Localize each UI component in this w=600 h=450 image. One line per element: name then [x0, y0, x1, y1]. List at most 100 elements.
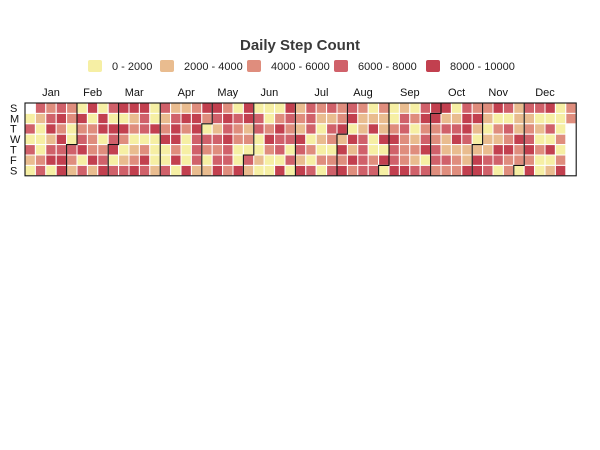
day-cell [159, 154, 172, 166]
day-cell [461, 154, 473, 166]
day-cell [523, 123, 536, 135]
day-cell [232, 154, 244, 166]
day-cell [222, 144, 234, 156]
day-cell [388, 123, 400, 135]
day-cell [346, 144, 359, 156]
day-cell [76, 102, 88, 114]
day-cell [398, 102, 411, 114]
day-cell [263, 102, 276, 114]
day-cell [357, 112, 369, 125]
day-cell [409, 112, 421, 125]
day-cell [305, 133, 317, 146]
day-cell [398, 123, 411, 135]
day-cell [211, 133, 224, 146]
day-cell [45, 144, 57, 156]
day-cell [544, 164, 556, 177]
day-cell [315, 154, 328, 166]
day-cell [128, 133, 140, 146]
day-cell [76, 123, 88, 135]
day-cell [357, 144, 369, 156]
day-cell [190, 144, 203, 156]
day-cell [471, 154, 484, 166]
month-boundary [107, 103, 120, 176]
day-cell [461, 102, 473, 114]
legend-swatch [247, 60, 261, 72]
day-cell [513, 133, 525, 146]
month-label: Aug [353, 87, 373, 99]
day-cell [294, 144, 307, 156]
day-cell [222, 123, 234, 135]
month-label: Apr [178, 87, 195, 99]
day-cell [118, 112, 130, 125]
day-cell [201, 164, 213, 177]
day-cell [346, 123, 359, 135]
day-cell [388, 133, 400, 146]
day-cell [149, 133, 161, 146]
day-cell [76, 112, 88, 125]
day-cell [232, 144, 244, 156]
day-cell [461, 133, 473, 146]
day-cell [170, 164, 182, 177]
day-cell [66, 164, 78, 177]
day-cell [211, 154, 224, 166]
day-cell [440, 112, 452, 125]
day-cell [305, 164, 317, 177]
day-cell [450, 144, 463, 156]
day-cell [367, 123, 380, 135]
day-cell [24, 164, 36, 177]
day-cell [544, 112, 556, 125]
day-cell [201, 154, 213, 166]
day-cell [76, 164, 88, 177]
day-cell [211, 112, 224, 125]
day-cell [534, 144, 546, 156]
day-cell [284, 154, 296, 166]
day-cell [128, 154, 140, 166]
day-cell [502, 112, 515, 125]
day-cell [440, 154, 452, 166]
day-cell [201, 144, 213, 156]
day-cell [305, 102, 317, 114]
day-cell [159, 102, 172, 114]
month-label: May [217, 87, 238, 99]
day-cell [450, 133, 463, 146]
day-cell [315, 102, 328, 114]
day-cell [232, 123, 244, 135]
day-cell [326, 154, 338, 166]
day-cell [97, 164, 109, 177]
day-cell [336, 102, 348, 114]
day-cell [86, 112, 99, 125]
day-cell [107, 102, 120, 114]
day-cell [305, 144, 317, 156]
day-cell [326, 112, 338, 125]
day-cell [97, 123, 109, 135]
day-cell [118, 133, 130, 146]
day-cell [55, 144, 68, 156]
day-cell [554, 133, 567, 146]
day-cell [346, 164, 359, 177]
day-cell [502, 144, 515, 156]
day-cell [232, 112, 244, 125]
day-cell [430, 133, 442, 146]
day-cell [284, 102, 296, 114]
day-cell [378, 133, 390, 146]
day-cell [523, 112, 536, 125]
day-cell [419, 102, 432, 114]
day-cell [471, 112, 484, 125]
day-cell [274, 102, 286, 114]
day-cell [534, 102, 546, 114]
day-cell [461, 123, 473, 135]
day-cell [326, 133, 338, 146]
day-cell [492, 102, 504, 114]
month-label: Mar [125, 87, 144, 99]
day-cell [263, 133, 276, 146]
day-cell [367, 144, 380, 156]
legend-label: 6000 - 8000 [358, 61, 417, 73]
weekday-label: S [10, 165, 17, 177]
day-cell [284, 112, 296, 125]
day-cell [180, 164, 192, 177]
calendar-frame [24, 102, 577, 177]
legend-label: 2000 - 4000 [184, 61, 243, 73]
legend-label: 8000 - 10000 [450, 61, 515, 73]
day-cell [461, 164, 473, 177]
day-cell [305, 123, 317, 135]
